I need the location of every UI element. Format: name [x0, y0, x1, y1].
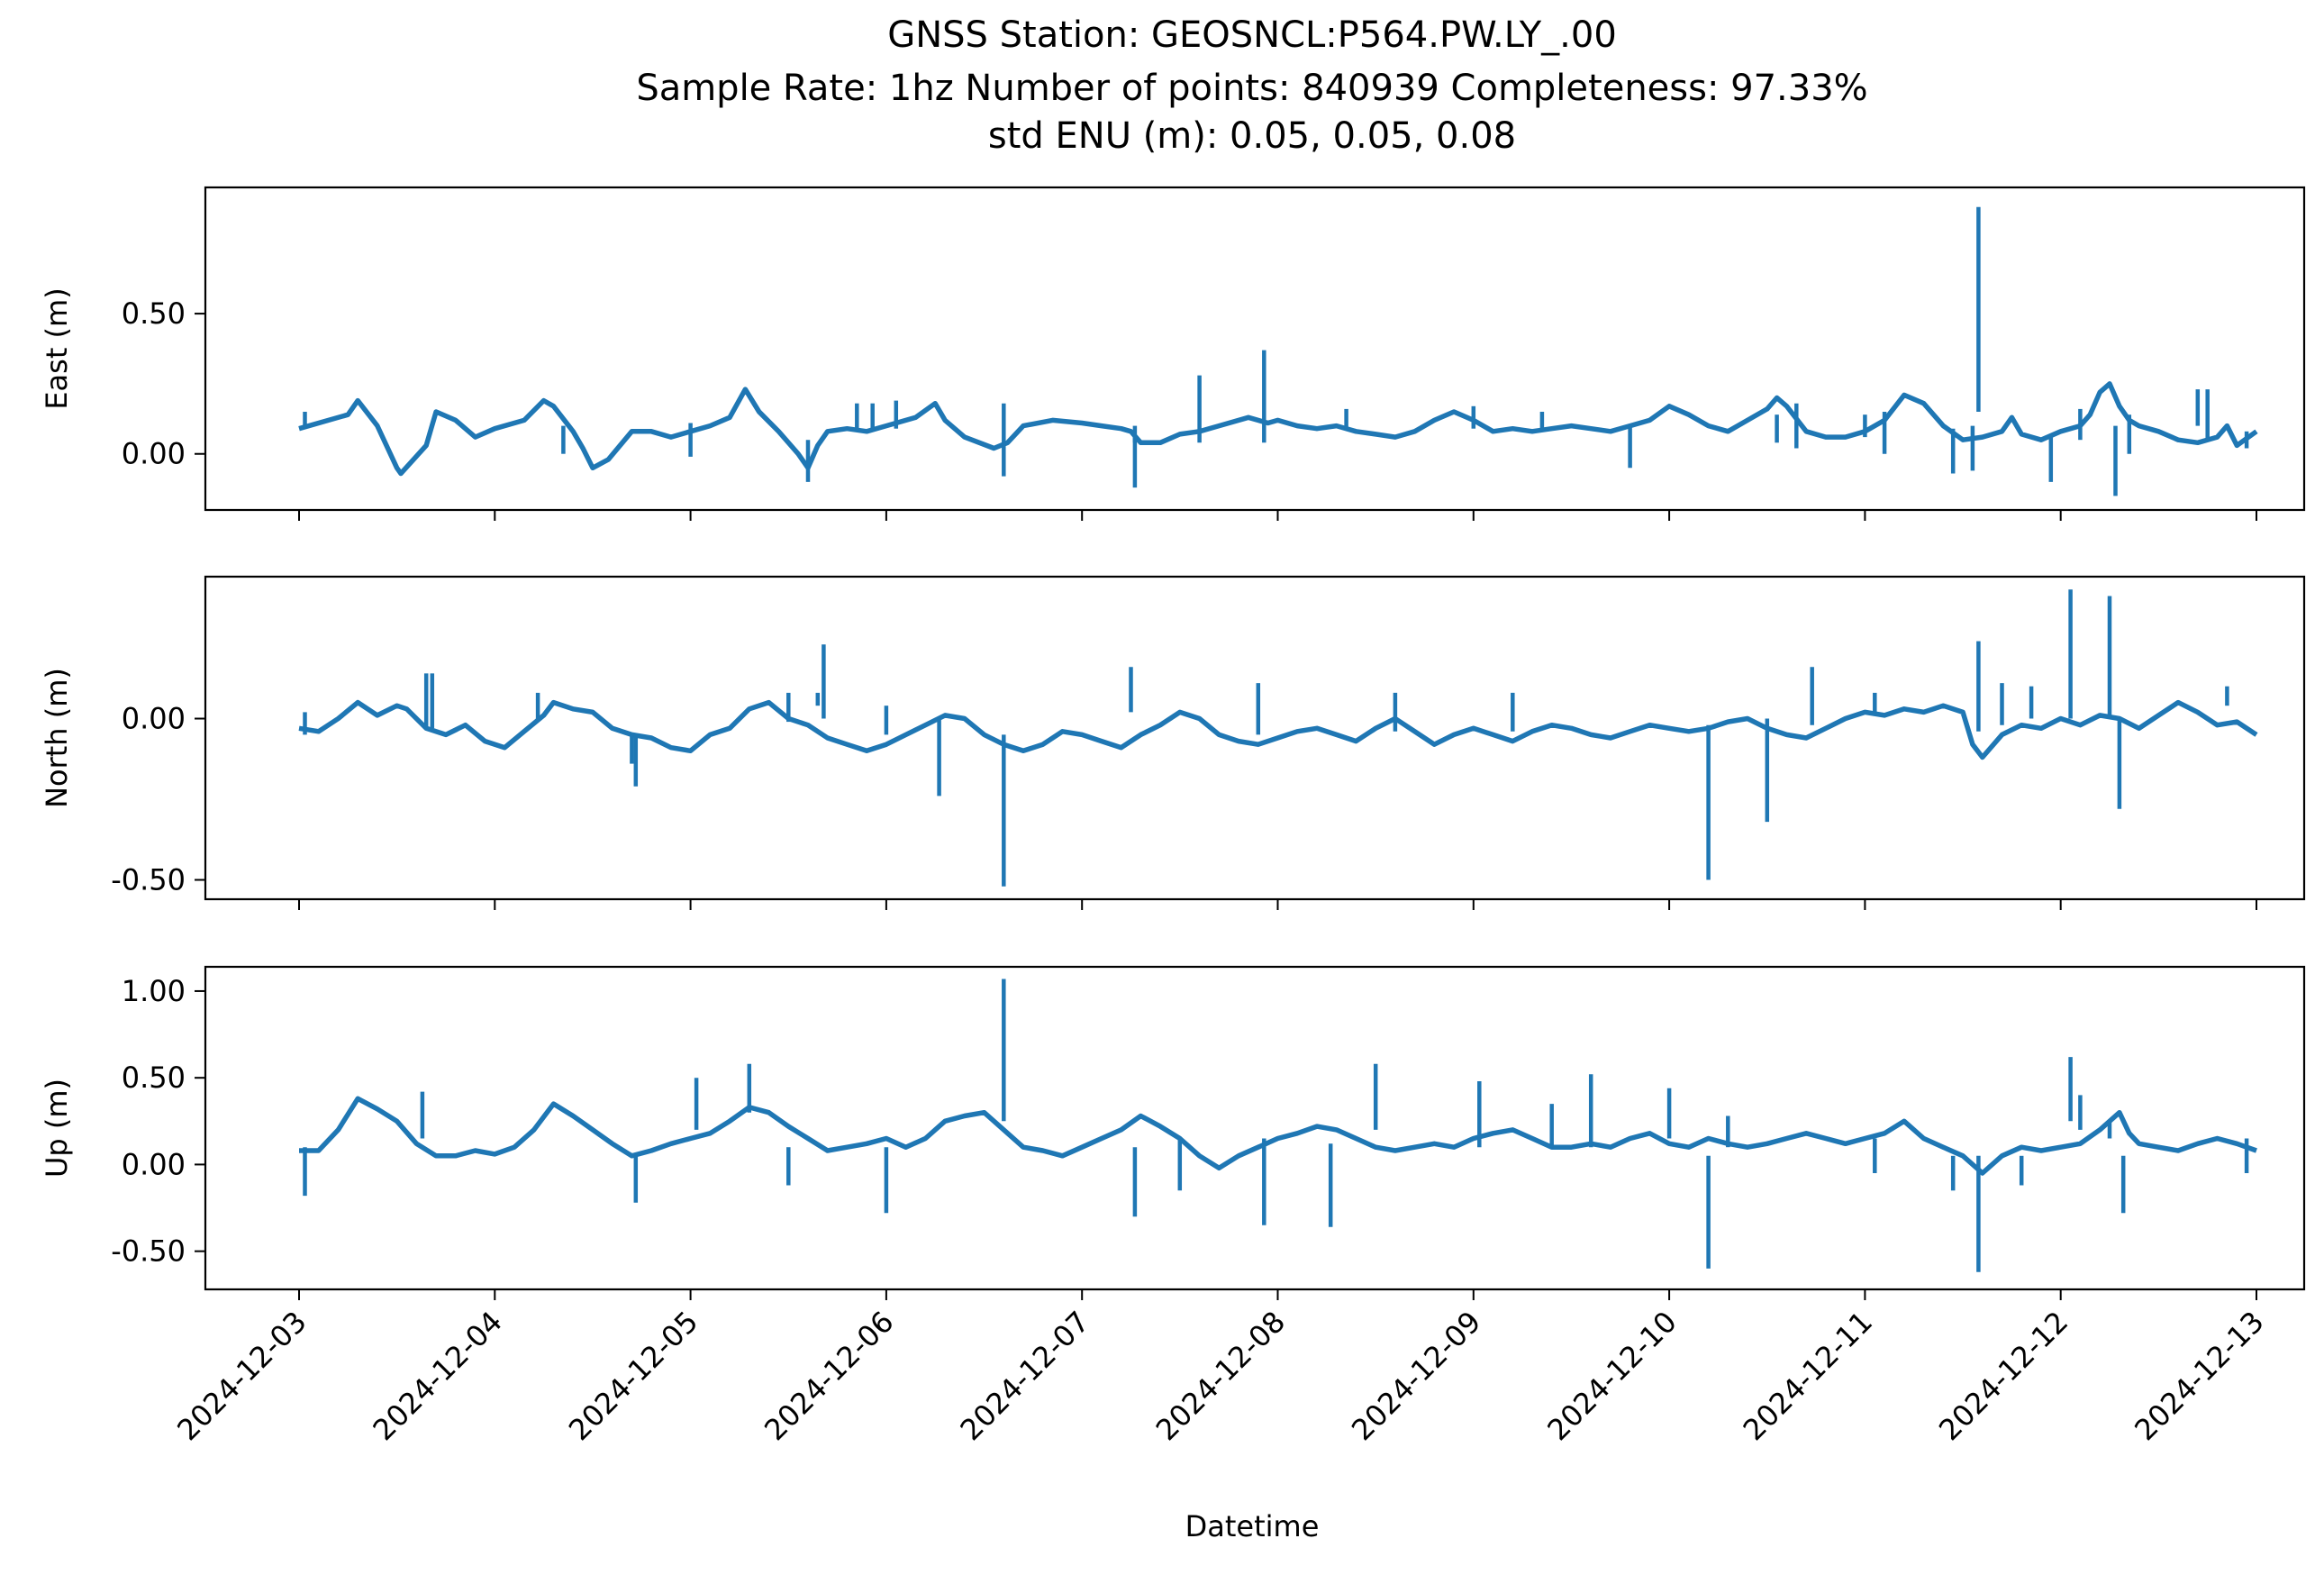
chart-title: GNSS Station: GEOSNCL:P564.PW.LY_.00 Sam… [636, 14, 1867, 157]
y-tick-label: 0.50 [122, 1061, 186, 1095]
axes-frame [204, 186, 2306, 512]
series-group [298, 206, 2258, 496]
axes-frame [204, 575, 2306, 901]
y-tick-label: 0.00 [122, 437, 186, 471]
axes-frame [204, 965, 2306, 1291]
series-group [298, 589, 2258, 887]
x-axis-label: Datetime [1185, 1509, 1320, 1543]
y-tick-label: -0.50 [111, 1234, 186, 1269]
title-line-2: Sample Rate: 1hz Number of points: 84093… [636, 68, 1867, 109]
y-tick-label: -0.50 [111, 863, 186, 897]
y-axis-label: East (m) [40, 287, 74, 409]
panel-2: -0.50 0.00 North (m) [40, 575, 2306, 910]
y-axis-label: North (m) [40, 668, 74, 808]
series-group [299, 979, 2257, 1272]
series-line [298, 699, 2258, 760]
y-axis-label: Up (m) [40, 1079, 74, 1178]
title-line-3: std ENU (m): 0.05, 0.05, 0.08 [988, 115, 1516, 157]
series-line [299, 1096, 2257, 1176]
y-tick-label: 1.00 [122, 974, 186, 1008]
title-line-1: GNSS Station: GEOSNCL:P564.PW.LY_.00 [887, 14, 1617, 56]
y-tick-label: 0.50 [122, 296, 186, 331]
panel-1: 0.00 0.50 East (m) [40, 186, 2306, 521]
series-line [298, 381, 2258, 477]
y-tick-label: 0.00 [122, 1147, 186, 1181]
y-tick-label: 0.00 [122, 702, 186, 736]
